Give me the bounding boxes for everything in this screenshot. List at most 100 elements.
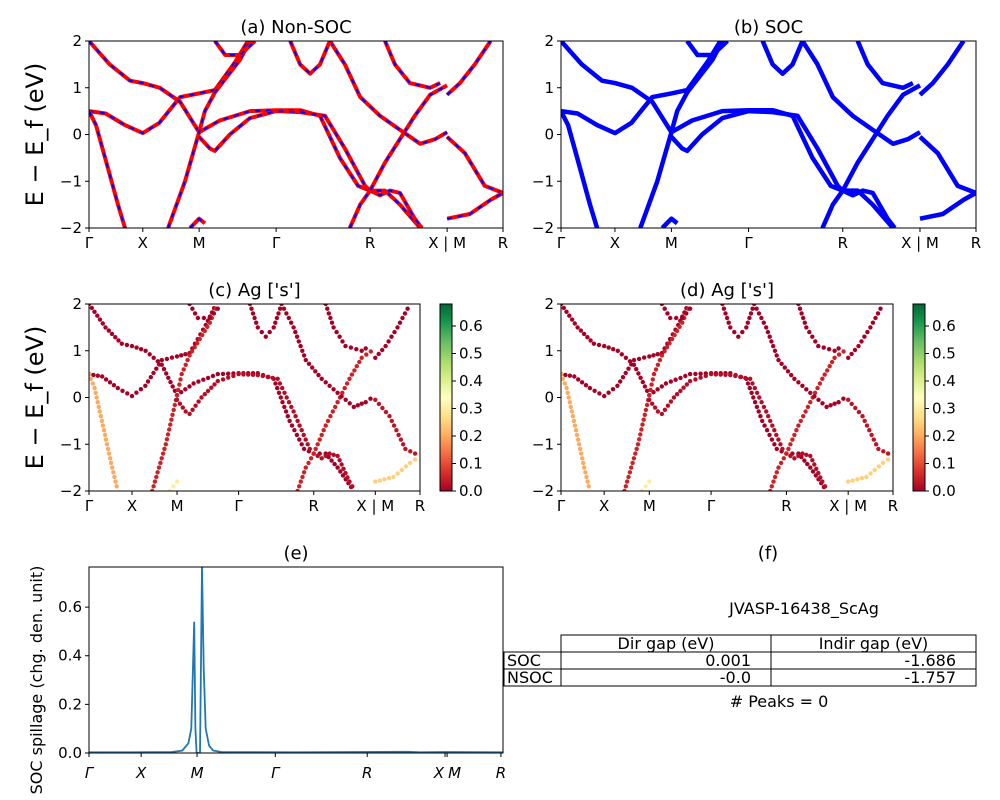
band-point bbox=[745, 381, 751, 386]
band-point bbox=[293, 414, 298, 419]
band-point bbox=[101, 428, 107, 433]
band-point bbox=[394, 428, 399, 433]
band-point bbox=[179, 353, 184, 358]
band-point bbox=[769, 339, 774, 344]
band-point bbox=[770, 423, 775, 428]
table-cell: -1.686 bbox=[904, 651, 956, 670]
band-point bbox=[195, 341, 200, 346]
band-point bbox=[254, 320, 259, 325]
band-point bbox=[179, 371, 184, 377]
band-point bbox=[316, 372, 321, 378]
band-point bbox=[95, 400, 100, 405]
band-point bbox=[177, 382, 182, 387]
band-point bbox=[355, 403, 360, 408]
colorbar-tick-label: 0.5 bbox=[932, 345, 956, 363]
band-point bbox=[781, 456, 786, 461]
band-point bbox=[138, 387, 144, 392]
band-point bbox=[650, 401, 655, 406]
band-point bbox=[99, 418, 105, 424]
band-point bbox=[337, 458, 342, 463]
band-point bbox=[817, 381, 823, 386]
table-cell: -1.757 bbox=[904, 668, 956, 687]
colorbar bbox=[912, 303, 926, 492]
band-line-soc bbox=[919, 190, 976, 221]
band-line-soc bbox=[561, 41, 895, 228]
colorbar-tick-label: 0.4 bbox=[932, 372, 956, 390]
band-point bbox=[659, 411, 665, 417]
band-point bbox=[718, 372, 723, 377]
band-point bbox=[672, 332, 677, 338]
band-point bbox=[291, 409, 296, 414]
band-point bbox=[635, 442, 641, 447]
x-tick-label: Γ bbox=[272, 234, 281, 252]
x-tick-label: M bbox=[193, 234, 206, 252]
plot-area bbox=[561, 41, 976, 228]
band-point bbox=[342, 385, 347, 391]
band-line-dashed bbox=[329, 41, 448, 145]
band-point bbox=[97, 317, 103, 322]
band-point bbox=[265, 374, 270, 380]
band-point bbox=[207, 315, 212, 321]
colorbar-tick-label: 0.2 bbox=[932, 427, 956, 445]
band-point bbox=[319, 376, 324, 381]
band-point bbox=[668, 399, 674, 404]
band-point bbox=[836, 346, 841, 351]
band-point bbox=[150, 488, 155, 491]
band-point bbox=[581, 331, 587, 337]
band-point bbox=[143, 348, 148, 353]
y-tick-label: −2 bbox=[60, 482, 82, 500]
band-point bbox=[674, 315, 679, 321]
band-point bbox=[796, 304, 801, 307]
band-point bbox=[573, 428, 579, 433]
band-point bbox=[315, 453, 320, 459]
band-point bbox=[270, 375, 275, 381]
band-point bbox=[170, 412, 175, 417]
band-point bbox=[323, 453, 328, 459]
band-point bbox=[836, 352, 842, 357]
band-point bbox=[348, 345, 354, 350]
band-point bbox=[728, 325, 733, 330]
band-point bbox=[226, 375, 231, 380]
band-point bbox=[340, 339, 345, 344]
band-point bbox=[852, 347, 858, 353]
band-point bbox=[681, 385, 686, 390]
band-point bbox=[744, 325, 749, 330]
band-point bbox=[802, 320, 807, 325]
band-point bbox=[215, 378, 220, 384]
band-point bbox=[836, 400, 841, 405]
band-point bbox=[561, 304, 564, 307]
band-point bbox=[289, 423, 295, 428]
y-tick-label: 0.4 bbox=[58, 647, 82, 665]
band-point bbox=[399, 467, 404, 473]
band-point bbox=[846, 355, 851, 360]
band-point bbox=[792, 432, 797, 438]
band-point bbox=[373, 355, 378, 360]
band-point bbox=[687, 371, 693, 377]
band-point bbox=[829, 359, 835, 365]
band-point bbox=[202, 392, 207, 397]
band-point bbox=[801, 414, 806, 419]
band-point bbox=[199, 395, 204, 400]
band-point bbox=[343, 397, 348, 402]
y-axis-label: SOC spillage (chg. den. unit) bbox=[27, 566, 46, 795]
band-point bbox=[620, 375, 626, 380]
band-point bbox=[619, 352, 624, 357]
colorbar-tick-label: 0.0 bbox=[459, 482, 483, 500]
band-point bbox=[816, 343, 821, 349]
band-point bbox=[752, 304, 757, 307]
y-tick-label: −1 bbox=[60, 172, 82, 190]
band-point bbox=[759, 315, 764, 321]
x-tick-label: X bbox=[599, 497, 609, 515]
band-point bbox=[160, 451, 166, 456]
band-point bbox=[812, 462, 817, 467]
band-point bbox=[805, 461, 810, 467]
band-point bbox=[865, 329, 870, 335]
band-point bbox=[826, 347, 832, 352]
band-point bbox=[196, 399, 201, 404]
band-point bbox=[299, 442, 304, 447]
band-point bbox=[665, 311, 670, 316]
y-tick-label: 2 bbox=[72, 295, 82, 313]
y-tick-label: 1 bbox=[544, 79, 554, 97]
band-point bbox=[250, 372, 256, 377]
band-line-dashed bbox=[189, 217, 206, 228]
